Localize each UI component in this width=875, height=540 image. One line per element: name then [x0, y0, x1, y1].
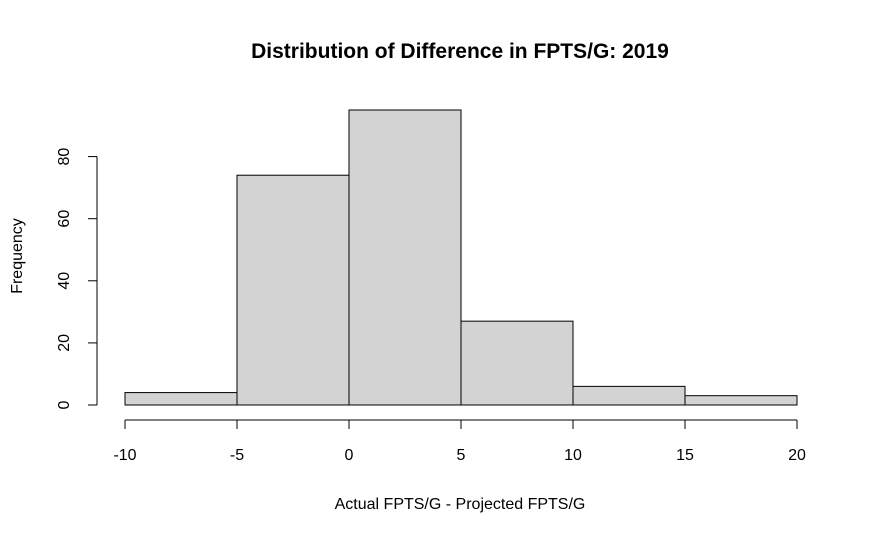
y-axis: 0 20 40 60 80	[56, 148, 98, 409]
y-tick-label: 20	[56, 334, 73, 352]
histogram-bar-4	[572, 385, 686, 406]
y-tick-label: 40	[56, 272, 73, 290]
x-tick-label: 20	[788, 447, 806, 464]
chart-title: Distribution of Difference in FPTS/G: 20…	[251, 40, 669, 63]
x-tick-label: 10	[564, 447, 582, 464]
y-axis-label: Frequency	[9, 218, 26, 294]
histogram-bar-3	[460, 320, 574, 406]
histogram-bar-2	[348, 109, 462, 406]
x-axis-label: Actual FPTS/G - Projected FPTS/G	[335, 496, 586, 513]
histogram-bar-1	[236, 174, 350, 406]
histogram-bar-5	[684, 395, 798, 406]
y-tick-label: 60	[56, 210, 73, 228]
bars-group	[124, 109, 798, 406]
x-axis: -10 -5 0 5 10 15 20	[113, 419, 806, 464]
x-tick-label: -5	[230, 447, 244, 464]
x-tick-label: 5	[457, 447, 466, 464]
y-tick-label: 80	[56, 148, 73, 166]
x-tick-label: 15	[676, 447, 694, 464]
x-tick-label: 0	[345, 447, 354, 464]
x-tick-label: -10	[113, 447, 136, 464]
y-tick-label: 0	[56, 400, 73, 409]
histogram-bar-0	[124, 392, 238, 406]
